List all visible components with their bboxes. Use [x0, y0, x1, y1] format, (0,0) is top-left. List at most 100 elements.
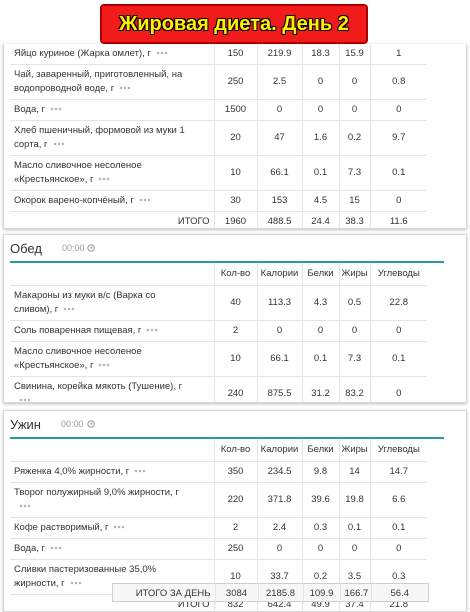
column-header: Белки [302, 439, 339, 462]
section-time[interactable]: 00:00 [61, 419, 95, 429]
nutrient-value: 0.1 [370, 156, 427, 191]
more-icon[interactable] [98, 363, 110, 367]
nutrient-value: 0.1 [302, 156, 339, 191]
nutrient-value: 350 [214, 462, 257, 483]
food-name-text: Масло сливочное несоленое «Крестьянское»… [14, 346, 142, 371]
nutrient-value: 0 [339, 65, 370, 100]
column-header: Углеводы [370, 263, 427, 286]
nutrient-value: 0.1 [302, 342, 339, 377]
nutrient-value: 39.6 [302, 483, 339, 518]
nutrient-value: 7.3 [339, 342, 370, 377]
food-name: Макароны из муки в/с (Варка со сливом), … [10, 286, 214, 321]
nutrient-value: 1500 [214, 100, 257, 121]
nutrient-value: 10 [214, 342, 257, 377]
more-icon[interactable] [113, 525, 125, 529]
food-name: Хлеб пшеничный, формовой из муки 1 сорта… [10, 121, 214, 156]
food-row: Макароны из муки в/с (Варка со сливом), … [10, 286, 427, 321]
food-name-text: Свинина, корейка мякоть (Тушение), г [14, 381, 182, 392]
section-name: Обед [10, 241, 42, 256]
total-value: 38.3 [339, 212, 370, 230]
nutrient-value: 153 [257, 191, 302, 212]
nutrient-value: 0 [257, 100, 302, 121]
more-icon[interactable] [134, 469, 146, 473]
more-icon[interactable] [19, 398, 31, 402]
nutrient-value: 0.1 [370, 342, 427, 377]
clock-icon [87, 244, 95, 252]
food-name-text: Творог полужирный 9,0% жирности, г [14, 487, 179, 498]
nutrient-value: 0 [339, 321, 370, 342]
column-header: Калории [257, 263, 302, 286]
food-row: Хлеб пшеничный, формовой из муки 1 сорта… [10, 121, 427, 156]
food-name-text: Окорок варено-копчёный, г [14, 195, 134, 206]
column-header [10, 263, 214, 286]
food-name: Вода, г [10, 100, 214, 121]
more-icon[interactable] [53, 142, 65, 146]
nutrient-value: 83.2 [339, 377, 370, 404]
more-icon[interactable] [63, 307, 75, 311]
more-icon[interactable] [50, 546, 62, 550]
food-row: Чай, заваренный, приготовленный, на водо… [10, 65, 427, 100]
more-icon[interactable] [98, 177, 110, 181]
column-header: Жиры [339, 263, 370, 286]
nutrient-value: 219.9 [257, 44, 302, 65]
food-name-text: Чай, заваренный, приготовленный, на водо… [14, 69, 182, 94]
more-icon[interactable] [139, 198, 151, 202]
food-name: Вода, г [10, 539, 214, 560]
nutrient-value: 1 [370, 44, 427, 65]
column-header: Жиры [339, 439, 370, 462]
more-icon[interactable] [119, 86, 131, 90]
more-icon[interactable] [146, 328, 158, 332]
nutrient-value: 875.5 [257, 377, 302, 404]
nutrient-value: 0 [339, 100, 370, 121]
nutrient-value: 0 [370, 321, 427, 342]
column-header: Кол-во [214, 439, 257, 462]
nutrient-value: 2.5 [257, 65, 302, 100]
food-name-text: Хлеб пшеничный, формовой из муки 1 сорта… [14, 125, 185, 150]
more-icon[interactable] [70, 581, 82, 585]
more-icon[interactable] [156, 51, 168, 55]
nutrient-value: 14 [339, 462, 370, 483]
nutrient-value: 15.9 [339, 44, 370, 65]
nutrient-value: 234.5 [257, 462, 302, 483]
nutrient-value: 0.3 [302, 518, 339, 539]
column-header: Кол-во [214, 263, 257, 286]
nutrient-value: 10 [214, 156, 257, 191]
time-text: 00:00 [61, 419, 84, 429]
nutrient-value: 0 [339, 539, 370, 560]
total-value: 1960 [214, 212, 257, 230]
nutrient-value: 14.7 [370, 462, 427, 483]
nutrient-value: 0 [257, 321, 302, 342]
nutrient-value: 0.1 [339, 518, 370, 539]
nutrient-value: 150 [214, 44, 257, 65]
section-time[interactable]: 00:00 [62, 243, 96, 253]
day-total-value: 2185.8 [258, 584, 303, 604]
page-title: Жировая диета. День 2 [100, 4, 368, 44]
nutrient-value: 9.8 [302, 462, 339, 483]
column-header: Белки [302, 263, 339, 286]
nutrient-value: 19.8 [339, 483, 370, 518]
nutrient-value: 0 [370, 539, 427, 560]
nutrient-value: 15 [339, 191, 370, 212]
total-label: ИТОГО [10, 212, 214, 230]
nutrient-value: 0 [370, 100, 427, 121]
nutrient-value: 22.8 [370, 286, 427, 321]
food-name: Кофе растворимый, г [10, 518, 214, 539]
nutrient-value: 47 [257, 121, 302, 156]
section-header: Обед 00:00 [10, 235, 444, 263]
more-icon[interactable] [19, 504, 31, 508]
more-icon[interactable] [50, 107, 62, 111]
nutrient-value: 30 [214, 191, 257, 212]
nutrient-value: 6.6 [370, 483, 427, 518]
clock-icon [87, 420, 95, 428]
